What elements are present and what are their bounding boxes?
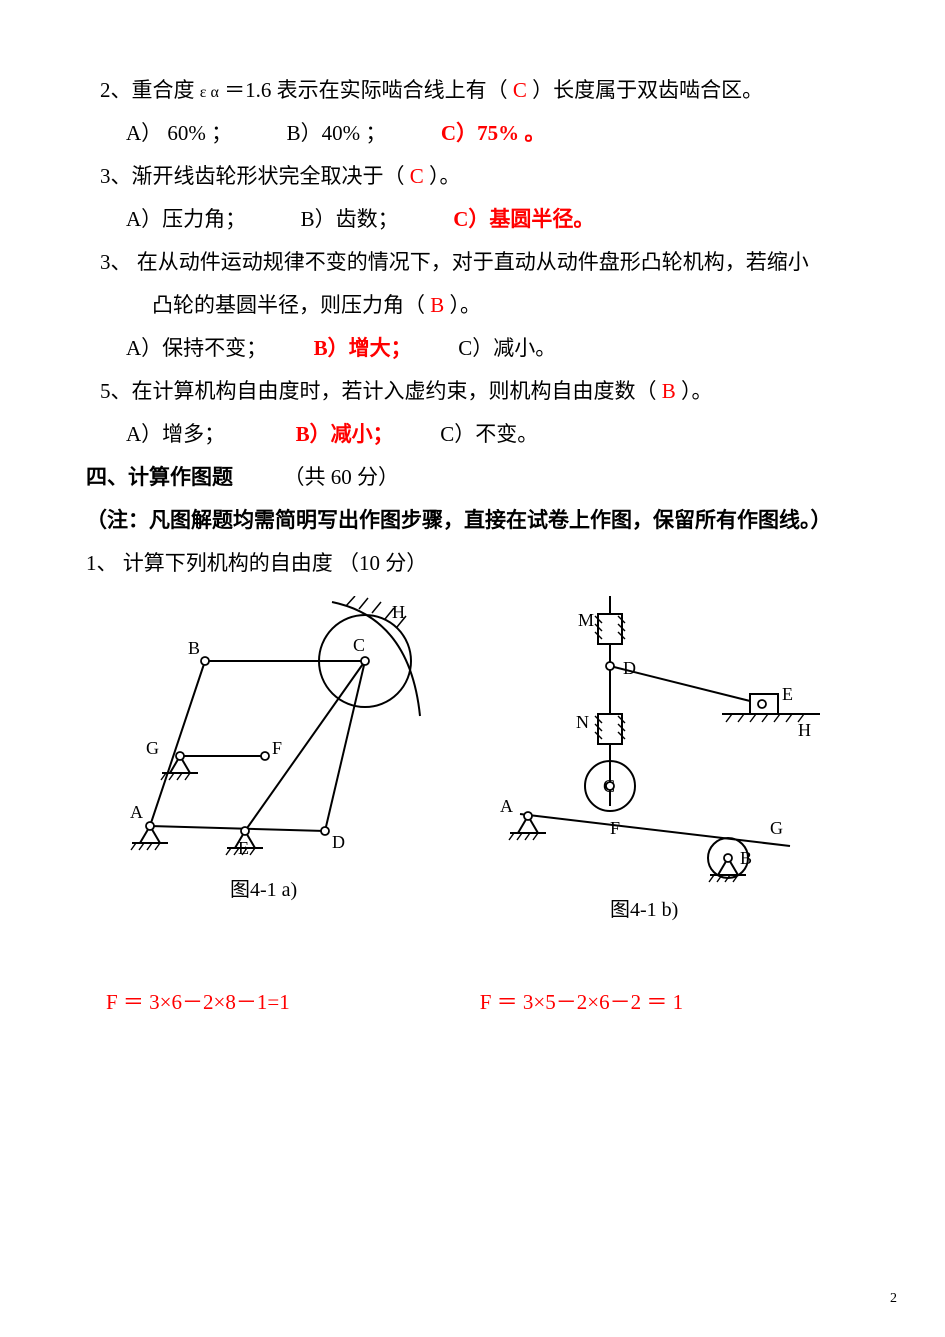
answer-a: F ＝ 3×6－2×8－1=1 (106, 986, 290, 1016)
q3a-suffix: ）。 (424, 164, 461, 188)
q2-options: A） 60% ； B）40% ； C）75% 。 (100, 123, 850, 144)
sec4-title: 四、计算作图题 (86, 465, 233, 489)
q5-pre: 5、在计算机构自由度时，若计入虚约束，则机构自由度数（ (100, 379, 662, 403)
page-number: 2 (890, 1291, 897, 1307)
q3b-l2suf: ）。 (444, 293, 481, 317)
q3b-line1: 3、 在从动件运动规律不变的情况下，对于直动从动件盘形凸轮机构，若缩小 (100, 252, 850, 273)
q3b-optC: C）减小。 (458, 336, 556, 360)
svg-text:E: E (782, 684, 793, 704)
svg-text:A: A (130, 802, 143, 822)
fig-a-caption: 图4-1 a) (230, 879, 297, 901)
q3b-line2: 凸轮的基圆半径，则压力角（ B ）。 (100, 295, 850, 316)
q3a-optC: C）基圆半径。 (453, 207, 594, 231)
q3b-optB: B）增大； (314, 336, 412, 360)
q3a-options: A）压力角； B）齿数； C）基圆半径。 (100, 209, 850, 230)
q5-options: A）增多； B）减小； C）不变。 (100, 424, 850, 445)
figure-4-1-a: A B C D E F G H 图4-1 a) (110, 596, 450, 916)
svg-text:E: E (238, 838, 249, 858)
answers-row: F ＝ 3×6－2×8－1=1 F ＝ 3×5－2×6－2 ＝ 1 (100, 986, 850, 1016)
exam-page: 2、重合度 ε α ＝1.6 表示在实际啮合线上有（ C ）长度属于双齿啮合区。… (0, 0, 945, 1337)
section4-title: 四、计算作图题 （共 60 分） (86, 467, 850, 488)
figures: A B C D E F G H 图4-1 a) (100, 596, 850, 936)
q2-epsilon: ε α (200, 84, 219, 101)
svg-text:G: G (146, 738, 159, 758)
q2-prefix: 2、重合度 (100, 78, 200, 102)
svg-text:C: C (603, 776, 615, 796)
svg-text:F: F (610, 818, 620, 838)
q3b-answer: B (430, 293, 444, 317)
q2-suffix: ）长度属于双齿啮合区。 (527, 78, 763, 102)
q5-optA: A）增多； (126, 422, 225, 446)
q5-stem: 5、在计算机构自由度时，若计入虚约束，则机构自由度数（ B ）。 (100, 381, 850, 402)
q5-suf: ）。 (676, 379, 713, 403)
q3a-stem: 3、渐开线齿轮形状完全取决于（ C ）。 (100, 166, 850, 187)
q5-answer: B (662, 379, 676, 403)
svg-text:M: M (578, 610, 594, 630)
svg-text:G: G (770, 818, 783, 838)
q3a-text: 3、渐开线齿轮形状完全取决于（ (100, 164, 410, 188)
svg-text:B: B (740, 848, 752, 868)
svg-text:B: B (188, 638, 200, 658)
q5-optB: B）减小； (296, 422, 394, 446)
q2-optA: A） 60% ； (126, 121, 232, 145)
q3b-options: A）保持不变； B）增大； C）减小。 (100, 338, 850, 359)
svg-text:F: F (272, 738, 282, 758)
sec4-note: （注：凡图解题均需简明写出作图步骤，直接在试卷上作图，保留所有作图线。） (86, 510, 850, 531)
q3b-l2pre: 凸轮的基圆半径，则压力角（ (152, 293, 430, 317)
svg-text:H: H (798, 720, 811, 740)
q3a-optB: B）齿数； (301, 207, 399, 231)
q2-answer: C (513, 78, 527, 102)
svg-text:C: C (353, 635, 365, 655)
answer-b: F ＝ 3×5－2×6－2 ＝ 1 (480, 986, 683, 1016)
svg-text:N: N (576, 712, 589, 732)
q2-eq: ＝1.6 表示在实际啮合线上有（ (219, 78, 513, 102)
q3a-optA: A）压力角； (126, 207, 246, 231)
q3a-answer: C (410, 164, 424, 188)
svg-text:H: H (392, 602, 405, 622)
q2-optB: B）40% ； (287, 121, 387, 145)
q2-optC: C）75% 。 (441, 121, 545, 145)
svg-text:D: D (332, 832, 345, 852)
q2-stem: 2、重合度 ε α ＝1.6 表示在实际啮合线上有（ C ）长度属于双齿啮合区。 (100, 80, 850, 101)
fig-b-caption: 图4-1 b) (610, 899, 678, 921)
sec4-score: （共 60 分） (284, 465, 400, 489)
svg-text:D: D (623, 658, 636, 678)
figure-4-1-b: M D E H N C A F G B 图4-1 b) (490, 596, 870, 936)
q3b-optA: A）保持不变； (126, 336, 267, 360)
sec4-sub1: 1、 计算下列机构的自由度 （10 分） (86, 553, 850, 574)
svg-text:A: A (500, 796, 513, 816)
q5-optC: C）不变。 (440, 422, 538, 446)
